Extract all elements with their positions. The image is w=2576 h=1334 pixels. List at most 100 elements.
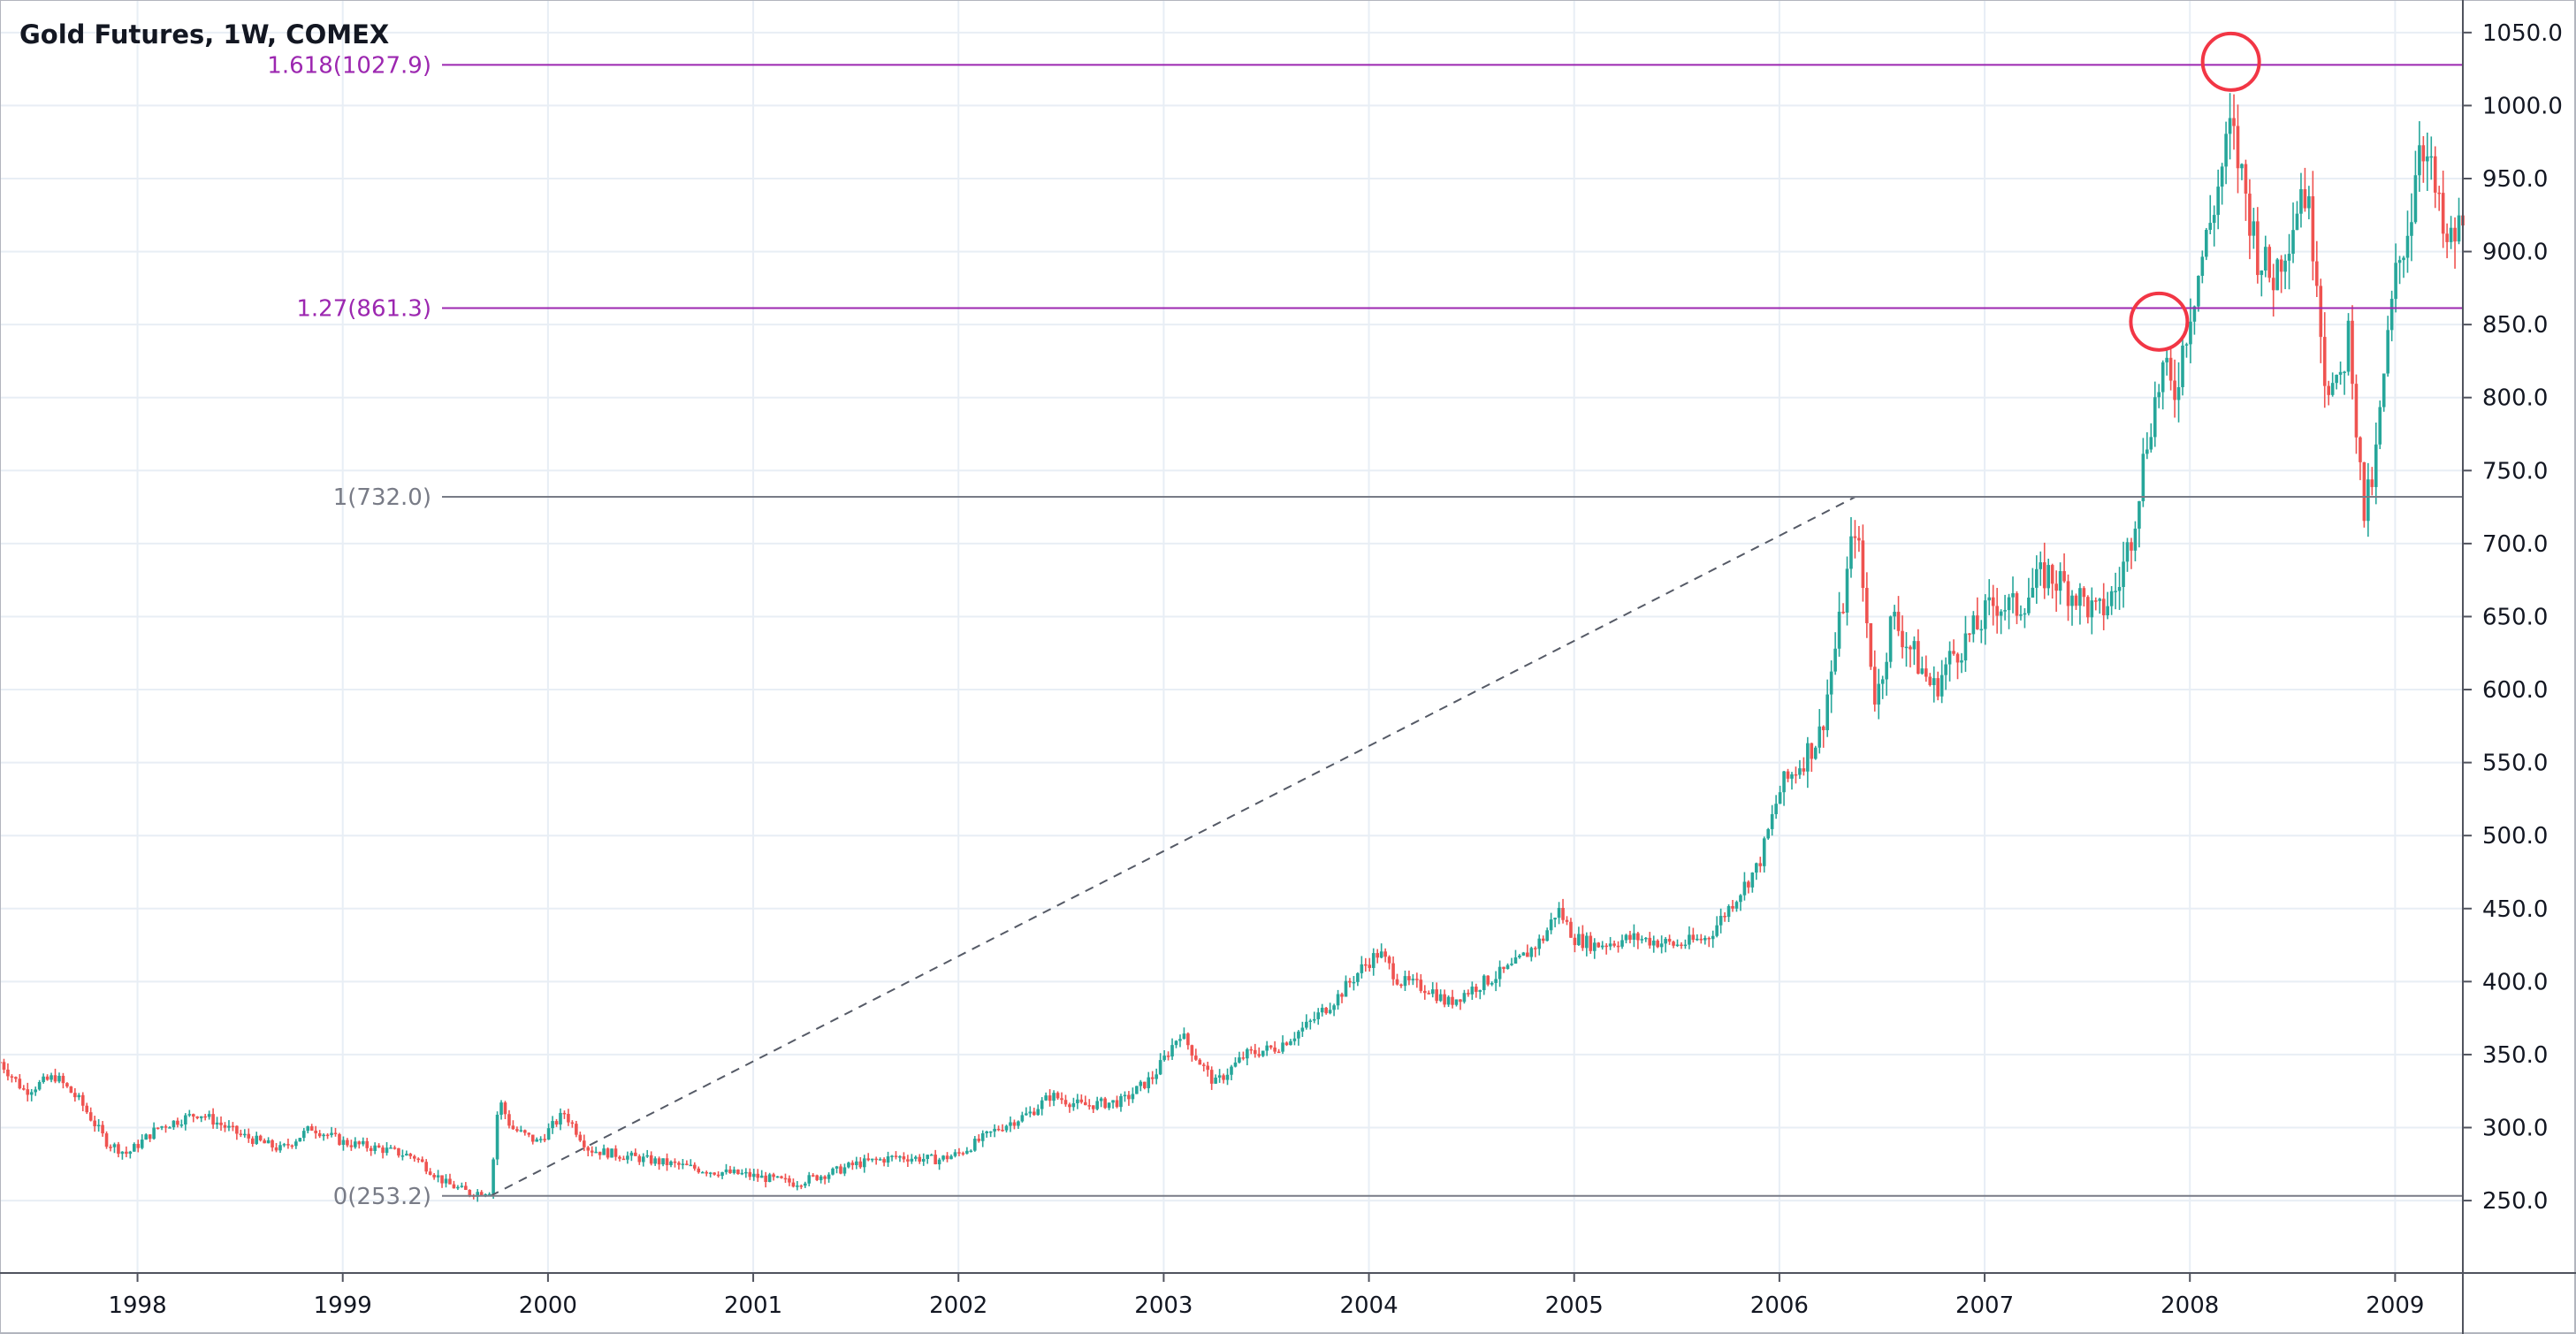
candle-body: [1415, 979, 1419, 980]
candle-body: [657, 1158, 661, 1165]
candle-body: [1068, 1104, 1071, 1108]
candle-body: [835, 1166, 839, 1169]
candle-body: [1209, 1070, 1214, 1084]
candle-body: [2275, 259, 2279, 291]
candle-body: [1490, 982, 1494, 985]
y-tick-label: 600.0: [2482, 677, 2548, 704]
candle-body: [1225, 1074, 1230, 1080]
candle-body: [1324, 1007, 1328, 1014]
candle-body: [1581, 934, 1585, 949]
candle-body: [96, 1124, 101, 1127]
candle-body: [1877, 683, 1881, 705]
candle-body: [934, 1155, 937, 1164]
candle-body: [1810, 743, 1814, 759]
candle-body: [1786, 771, 1790, 779]
candle-body: [645, 1155, 650, 1157]
candle-body: [128, 1151, 133, 1155]
candle-body: [1391, 963, 1395, 980]
candle-body: [1379, 951, 1383, 958]
candle-body: [582, 1140, 586, 1147]
candle-body: [1095, 1101, 1099, 1109]
candle-body: [2240, 164, 2244, 169]
candle-body: [120, 1151, 125, 1155]
candle-body: [2058, 571, 2062, 591]
candle-body: [2410, 222, 2413, 236]
candle-body: [1036, 1109, 1040, 1116]
candle-body: [2256, 221, 2260, 276]
candle-body: [1198, 1059, 1202, 1065]
candle-body: [791, 1182, 796, 1187]
candle-body: [448, 1178, 452, 1185]
candle-body: [626, 1155, 629, 1160]
candle-body: [2007, 597, 2011, 611]
candle-body: [231, 1125, 235, 1128]
candle-body: [2039, 562, 2043, 569]
candle-body: [2370, 479, 2374, 487]
candle-body: [1194, 1056, 1198, 1060]
candle-body: [2343, 371, 2346, 373]
candle-body: [937, 1159, 941, 1164]
candle-body: [953, 1152, 957, 1156]
candle-body: [2335, 374, 2338, 384]
candle-body: [207, 1114, 211, 1117]
candle-body: [1454, 999, 1459, 1005]
candle-body: [1794, 774, 1798, 776]
candle-body: [456, 1186, 460, 1189]
candle-body: [479, 1192, 484, 1196]
x-tick-label: 2005: [1545, 1292, 1604, 1319]
grid: [0, 0, 2463, 1273]
candle-body: [1407, 976, 1411, 980]
candle-body: [2441, 193, 2445, 234]
candle-body: [1249, 1048, 1254, 1051]
candle-body: [1920, 668, 1924, 675]
candle-body: [1451, 996, 1454, 1005]
candle-body: [1482, 975, 1486, 991]
candle-body: [634, 1152, 637, 1156]
candle-body: [1880, 679, 1885, 684]
candle-body: [203, 1116, 207, 1118]
candle-body: [1521, 952, 1526, 956]
candle-body: [1300, 1027, 1305, 1032]
candle-body: [199, 1116, 203, 1118]
candle-body: [910, 1158, 914, 1162]
candle-body: [1632, 933, 1636, 940]
candle-body: [796, 1185, 799, 1187]
candle-body: [2176, 386, 2181, 400]
candle-body: [2093, 600, 2098, 602]
x-tick-label: 2000: [519, 1292, 577, 1319]
candle-body: [2101, 598, 2106, 616]
candle-body: [1683, 944, 1688, 947]
candle-body: [1600, 945, 1604, 948]
candle-body: [1806, 743, 1810, 772]
candle-body: [2330, 383, 2335, 395]
candle-body: [1186, 1033, 1190, 1046]
candle-body: [258, 1135, 263, 1140]
candle-body: [673, 1161, 677, 1163]
candle-body: [385, 1147, 389, 1154]
candle-body: [689, 1164, 693, 1167]
candle-body: [250, 1138, 255, 1144]
candle-body: [1004, 1125, 1009, 1131]
candle-body: [1983, 600, 1987, 629]
candle-body: [1762, 838, 1766, 866]
candle-body: [298, 1138, 302, 1142]
candle-body: [1103, 1098, 1107, 1109]
candle-body: [1651, 941, 1656, 946]
candle-body: [1364, 964, 1368, 966]
candle-body: [807, 1175, 812, 1184]
candle-body: [239, 1133, 243, 1135]
candle-body: [1261, 1050, 1265, 1056]
candle-body: [2042, 562, 2046, 589]
candle-body: [2224, 133, 2228, 167]
fib-trend-line: [490, 496, 1856, 1197]
candle-body: [1387, 957, 1391, 964]
candle-body: [1672, 941, 1675, 946]
candle-body: [2117, 586, 2122, 591]
candle-body: [874, 1158, 878, 1161]
candle-body: [2453, 227, 2457, 242]
candle-body: [45, 1076, 50, 1080]
candle-body: [969, 1150, 973, 1153]
candle-body: [1901, 630, 1904, 648]
candle-body: [1316, 1012, 1321, 1019]
candle-body: [2418, 145, 2421, 176]
